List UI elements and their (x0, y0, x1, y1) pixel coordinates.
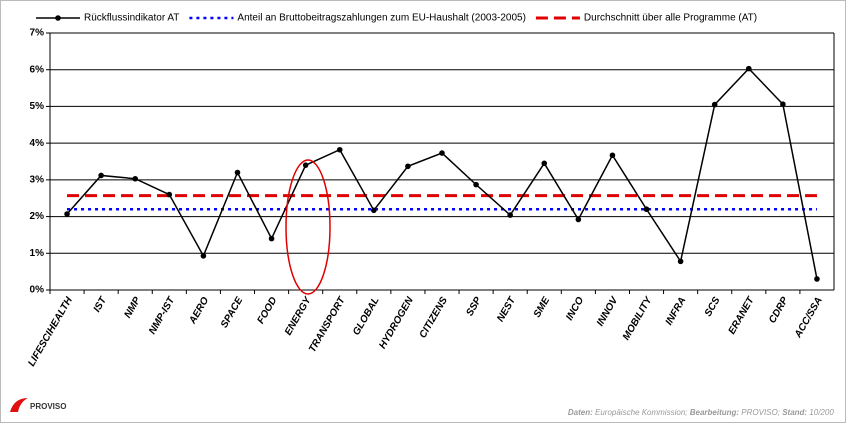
y-tick-label: 2% (30, 211, 45, 222)
data-point (643, 206, 650, 213)
data-point (371, 207, 377, 214)
y-tick-label: 3% (30, 174, 45, 185)
y-tick-label: 6% (30, 64, 45, 75)
y-tick-label: 5% (30, 101, 45, 112)
legend-label: Rückflussindikator AT (84, 13, 179, 24)
data-point (336, 146, 343, 153)
data-point (439, 150, 445, 156)
y-tick-label: 4% (30, 138, 45, 149)
data-point (64, 211, 70, 217)
source-label: Stand: (782, 408, 809, 417)
logo-icon (10, 398, 28, 412)
data-point (132, 175, 139, 182)
source-label: Daten: (568, 408, 595, 417)
data-point (200, 253, 207, 259)
data-point (234, 169, 241, 176)
y-tick-label: 1% (30, 248, 45, 259)
source-text: PROVISO; (741, 408, 782, 417)
data-point (166, 191, 173, 198)
logo-text: PROVISO (30, 402, 66, 411)
data-point (575, 216, 582, 223)
source-text: Europäische Kommission; (595, 408, 690, 417)
data-point (609, 152, 616, 159)
logo: PROVISO (10, 398, 66, 412)
legend-label: Anteil an Bruttobeitragszahlungen zum EU… (237, 13, 526, 24)
data-point (711, 101, 718, 108)
y-tick-label: 0% (30, 285, 45, 296)
data-point (780, 101, 786, 108)
source-note: Daten: Europäische Kommission; Bearbeitu… (568, 408, 836, 417)
highlight-ellipse (285, 159, 331, 295)
data-point (507, 212, 513, 218)
data-point (98, 172, 104, 179)
data-point (473, 181, 479, 188)
data-point (405, 163, 411, 170)
data-point (677, 258, 684, 265)
data-point (302, 162, 309, 168)
source-label: Bearbeitung: (690, 408, 742, 417)
data-point (541, 160, 548, 167)
data-point (745, 65, 752, 72)
legend-marker (55, 15, 61, 21)
y-tick-label: 7% (30, 28, 45, 39)
source-text: 10/200 (809, 408, 836, 417)
legend: Rückflussindikator AT Anteil an Bruttobei… (36, 13, 757, 24)
data-point (268, 235, 275, 242)
legend-label: Durchschnitt über alle Programme (AT) (584, 13, 757, 24)
data-point (814, 276, 820, 282)
